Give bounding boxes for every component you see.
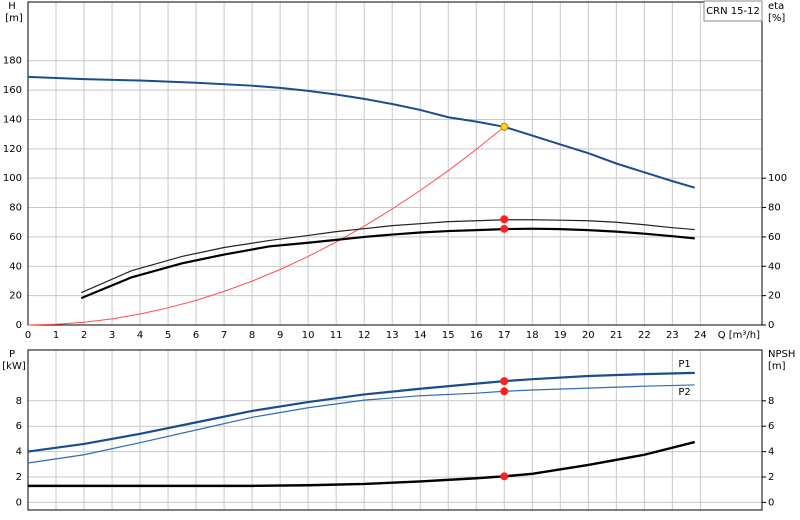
y-tick-label: 6 <box>16 421 22 432</box>
x-tick-label: 3 <box>109 330 115 341</box>
curve <box>80 219 695 294</box>
y-tick-label: 120 <box>3 144 22 155</box>
y2-axis-label: eta <box>768 1 784 12</box>
x-tick-label: 10 <box>302 330 315 341</box>
y2-tick-label: 0 <box>768 320 774 331</box>
curve <box>28 440 696 488</box>
curve <box>80 227 695 300</box>
operating-point <box>500 224 509 233</box>
x-label-bg <box>730 329 762 342</box>
x-tick-label: 1 <box>53 330 59 341</box>
plot-frame <box>27 1 763 326</box>
x-tick-label: 6 <box>193 330 199 341</box>
y-tick-label: 80 <box>9 203 22 214</box>
x-tick-label: 20 <box>582 330 595 341</box>
x-tick-label: 19 <box>554 330 567 341</box>
y2-tick-label: 80 <box>768 203 781 214</box>
y2-tick-label: 100 <box>768 173 787 184</box>
y-tick-label: 4 <box>16 447 22 458</box>
y2-tick-label: 0 <box>768 497 774 508</box>
legend-title: CRN 15-12 <box>706 6 760 17</box>
x-tick-label: 15 <box>442 330 455 341</box>
y-tick-label: 40 <box>9 261 22 272</box>
y-tick-label: 0 <box>16 320 22 331</box>
x-tick-label: 24 <box>694 330 707 341</box>
x-tick-label: 13 <box>386 330 399 341</box>
x-tick-label: 18 <box>526 330 539 341</box>
curve <box>27 384 695 464</box>
x-tick-label: 5 <box>165 330 171 341</box>
x-tick-label: 17 <box>498 330 511 341</box>
x-axis-label: Q [m³/h] <box>718 330 760 341</box>
y-axis-unit: [m] <box>5 13 23 24</box>
curve <box>27 126 505 326</box>
plot-frame <box>27 349 763 511</box>
y2-tick-label: 4 <box>768 447 774 458</box>
y2-tick-label: 60 <box>768 232 781 243</box>
curve <box>27 75 696 189</box>
operating-point <box>500 215 509 224</box>
y-tick-label: 8 <box>16 396 22 407</box>
x-tick-label: 11 <box>330 330 343 341</box>
y2-tick-label: 20 <box>768 291 781 302</box>
x-tick-label: 0 <box>25 330 31 341</box>
operating-point <box>500 387 509 396</box>
y2-tick-label: 2 <box>768 472 774 483</box>
curve <box>27 371 695 453</box>
curve-label: P1 <box>678 359 690 370</box>
y-axis-label: H <box>8 1 16 12</box>
y2-axis-unit: [%] <box>768 13 785 24</box>
x-tick-label: 14 <box>414 330 427 341</box>
operating-point <box>500 122 509 131</box>
y-tick-label: 180 <box>3 56 22 67</box>
y2-axis-label: NPSH <box>768 349 795 360</box>
y-tick-label: 20 <box>9 291 22 302</box>
x-tick-label: 21 <box>610 330 623 341</box>
y2-tick-label: 40 <box>768 261 781 272</box>
x-tick-label: 9 <box>277 330 283 341</box>
x-tick-label: 23 <box>666 330 679 341</box>
y-tick-label: 160 <box>3 85 22 96</box>
curve-label: P2 <box>678 387 690 398</box>
x-tick-label: 4 <box>137 330 143 341</box>
operating-point <box>500 472 509 481</box>
y-tick-label: 0 <box>16 497 22 508</box>
y2-tick-label: 8 <box>768 396 774 407</box>
y-axis-label: P <box>9 349 15 360</box>
y-tick-label: 2 <box>16 472 22 483</box>
y-axis-unit: [kW] <box>2 361 26 372</box>
operating-point <box>500 377 509 386</box>
x-tick-label: 12 <box>358 330 371 341</box>
y2-axis-unit: [m] <box>768 361 786 372</box>
y-tick-label: 100 <box>3 173 22 184</box>
x-tick-label: 16 <box>470 330 483 341</box>
x-tick-label: 8 <box>249 330 255 341</box>
x-tick-label: 2 <box>81 330 87 341</box>
legend-box <box>703 0 763 22</box>
y-tick-label: 60 <box>9 232 22 243</box>
x-tick-label: 22 <box>638 330 651 341</box>
y2-tick-label: 6 <box>768 421 774 432</box>
x-tick-label: 7 <box>221 330 227 341</box>
y-tick-label: 140 <box>3 114 22 125</box>
